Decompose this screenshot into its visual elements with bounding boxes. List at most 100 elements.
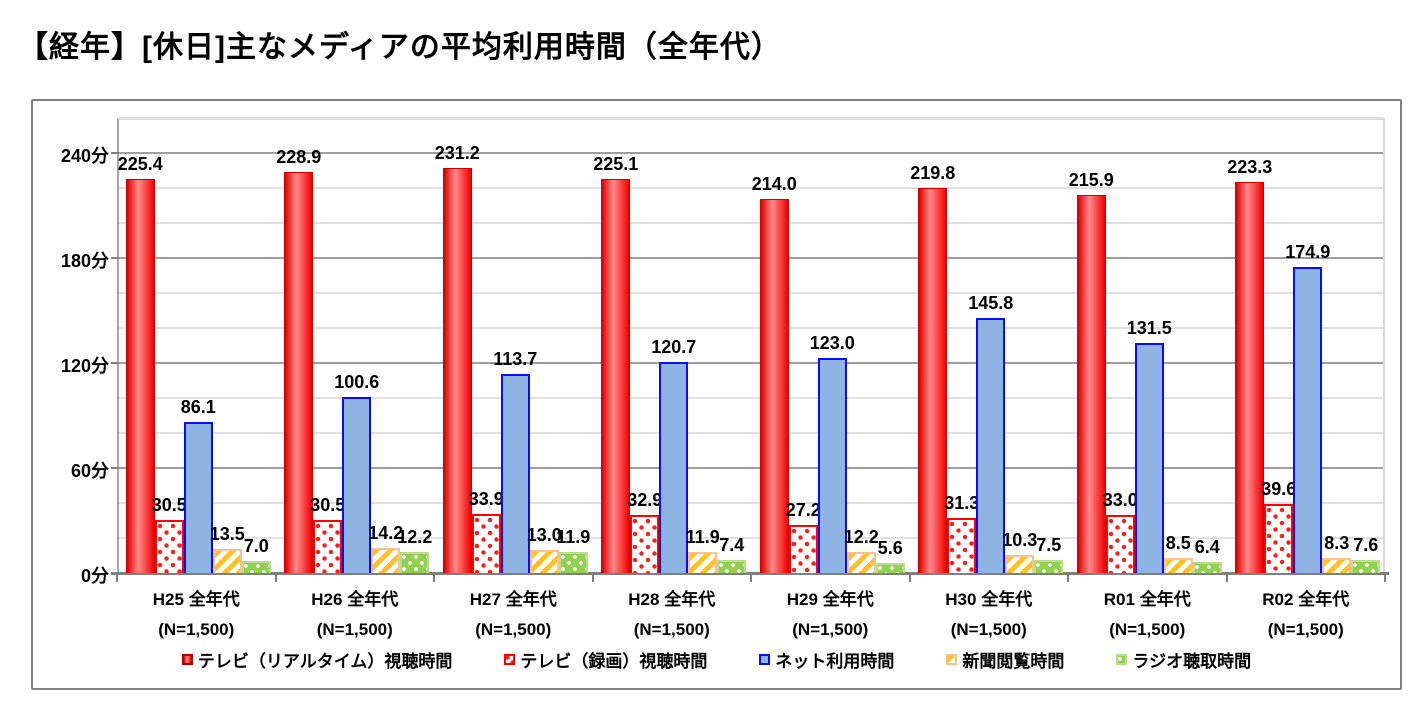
major-gridline — [119, 362, 1383, 364]
bar-orange-stripes — [846, 551, 876, 573]
bar-value-label: 33.0 — [1102, 490, 1138, 511]
bar-blue-solid — [500, 374, 530, 573]
y-axis-label: 180分 — [60, 251, 109, 271]
x-axis-tick — [750, 574, 752, 582]
x-axis-category-label: H26 全年代 (N=1,500) — [276, 585, 435, 645]
minor-gridline — [119, 432, 1383, 434]
major-gridline — [119, 467, 1383, 469]
y-axis-label: 120分 — [60, 356, 109, 376]
bar-red-solid — [125, 178, 155, 573]
major-gridline — [119, 257, 1383, 259]
bar-red-dot-pattern — [630, 515, 660, 573]
legend-item: 新聞閲覧時間 — [946, 647, 1064, 672]
x-axis-tick — [1225, 574, 1228, 582]
chart-title: 【経年】[休日]主なメディアの平均利用時間（全年代） — [18, 31, 782, 64]
category-sample-size: (N=1,500) — [316, 619, 393, 639]
bar-value-label: 8.5 — [1165, 533, 1191, 554]
legend-marker-red-dot-pattern — [504, 654, 516, 665]
x-axis-category-label: H30 全年代 (N=1,500) — [910, 585, 1069, 645]
category-sample-size: (N=1,500) — [633, 619, 710, 639]
major-gridline — [119, 152, 1383, 154]
legend-item: ネット利用時間 — [759, 647, 894, 672]
bar-orange-stripes — [371, 548, 401, 573]
bar-value-label: 113.7 — [493, 349, 538, 370]
bar-blue-solid — [817, 357, 847, 573]
bar-value-label: 5.6 — [877, 538, 903, 559]
bar-value-label: 145.8 — [968, 292, 1014, 313]
x-axis-category-label: H29 全年代 (N=1,500) — [751, 585, 910, 645]
minor-gridline — [119, 502, 1383, 504]
bar-green-dot-pattern — [400, 551, 430, 573]
bar-orange-stripes — [1005, 554, 1035, 573]
y-axis-tick — [111, 467, 119, 469]
y-axis-tick — [111, 362, 119, 364]
x-axis-tick — [274, 574, 277, 582]
x-axis-tick — [1384, 574, 1386, 582]
minor-gridline — [119, 397, 1383, 399]
category-name: H27 全年代 — [469, 590, 557, 609]
bar-value-label: 11.9 — [556, 527, 591, 548]
bar-value-label: 14.2 — [368, 523, 404, 544]
legend-label: テレビ（リアルタイム）視聴時間 — [197, 652, 453, 671]
y-axis-tick — [111, 257, 119, 259]
bar-value-label: 39.6 — [1261, 478, 1297, 499]
category-sample-size: (N=1,500) — [950, 619, 1027, 639]
legend-label: ラジオ聴取時間 — [1132, 652, 1252, 671]
legend-label: 新聞閲覧時間 — [962, 652, 1065, 671]
category-sample-size: (N=1,500) — [158, 619, 235, 639]
bar-value-label: 120.7 — [651, 336, 697, 357]
bar-red-solid — [1076, 195, 1106, 573]
bar-red-solid — [759, 198, 789, 573]
x-axis-category-label: H27 全年代 (N=1,500) — [434, 585, 593, 645]
bar-value-label: 13.0 — [526, 525, 562, 546]
minor-gridline — [119, 187, 1383, 189]
legend-item: ラジオ聴取時間 — [1116, 647, 1251, 672]
minor-gridline — [119, 222, 1383, 224]
legend-marker-orange-stripes — [946, 654, 958, 665]
bar-value-label: 228.9 — [276, 147, 322, 168]
bar-red-solid — [1235, 182, 1265, 573]
bar-blue-solid — [659, 361, 689, 573]
bar-value-label: 231.2 — [434, 143, 480, 164]
bar-value-label: 27.2 — [785, 500, 821, 521]
bar-red-solid — [284, 172, 314, 573]
bar-red-dot-pattern — [788, 525, 818, 573]
y-axis-label: 240分 — [60, 146, 109, 166]
x-axis-category-label: H25 全年代 (N=1,500) — [117, 585, 276, 645]
x-axis-category-label: R01 全年代 (N=1,500) — [1068, 585, 1227, 645]
category-name: H28 全年代 — [628, 590, 716, 609]
bar-value-label: 86.1 — [180, 397, 216, 418]
x-axis-tick — [591, 574, 594, 582]
bar-orange-stripes — [212, 549, 242, 573]
bar-value-label: 31.3 — [944, 493, 980, 514]
x-axis-tick — [116, 574, 118, 582]
bar-value-label: 12.2 — [397, 526, 433, 547]
legend-label: テレビ（録画）視聴時間 — [520, 652, 708, 671]
bar-blue-solid — [342, 396, 372, 573]
bar-red-dot-pattern — [154, 519, 184, 573]
x-axis-line — [111, 572, 1389, 575]
bar-value-label: 223.3 — [1227, 157, 1273, 178]
plot-area: 225.4 228.9 231.2 225.1 214.0 219.8 215.9 223.3… — [111, 117, 1389, 575]
y-axis-tick — [111, 152, 119, 154]
bar-green-dot-pattern — [558, 552, 588, 573]
bar-value-label: 10.3 — [1002, 529, 1038, 550]
bar-red-solid — [601, 179, 631, 573]
chart-frame: 225.4 228.9 231.2 225.1 214.0 219.8 215.9 223.3… — [31, 99, 1402, 690]
minor-gridline — [119, 537, 1383, 539]
category-name: R02 全年代 — [1262, 590, 1350, 609]
bar-red-dot-pattern — [947, 518, 977, 573]
bar-value-label: 225.4 — [117, 153, 163, 174]
bar-value-label: 12.2 — [843, 526, 879, 547]
bar-orange-stripes — [688, 552, 718, 573]
legend-item: テレビ（リアルタイム）視聴時間 — [181, 647, 453, 672]
bar-blue-solid — [1134, 342, 1164, 573]
bar-red-solid — [442, 168, 472, 573]
bar-orange-stripes — [1322, 558, 1352, 573]
y-axis-label: 60分 — [70, 461, 109, 481]
legend-item: テレビ（録画）視聴時間 — [504, 647, 707, 672]
category-sample-size: (N=1,500) — [1109, 619, 1186, 639]
bar-value-label: 100.6 — [334, 371, 380, 392]
category-sample-size: (N=1,500) — [792, 619, 869, 639]
bar-orange-stripes — [529, 550, 559, 573]
